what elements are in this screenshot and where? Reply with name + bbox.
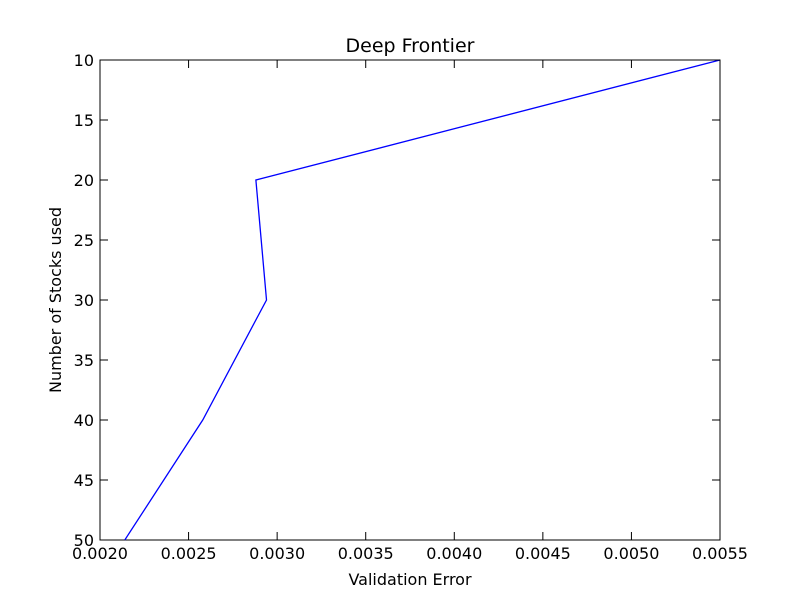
plot-area	[99, 59, 721, 541]
y-tick-label: 50	[74, 531, 94, 550]
x-tick-label: 0.0055	[692, 544, 748, 563]
y-tick-label: 45	[74, 471, 94, 490]
x-tick-label: 0.0040	[426, 544, 482, 563]
x-axis-label: Validation Error	[348, 570, 472, 589]
y-tick-label: 35	[74, 351, 94, 370]
x-tick-label: 0.0045	[515, 544, 571, 563]
y-tick-label: 10	[74, 51, 94, 70]
x-tick-label: 0.0030	[249, 544, 305, 563]
series-line-0	[124, 59, 721, 541]
y-axis-label: Number of Stocks used	[46, 207, 65, 393]
y-axis-ticks: 10 15 20 25 30 35 40 45 50	[74, 51, 720, 550]
chart-title: Deep Frontier	[346, 35, 475, 57]
x-tick-label: 0.0035	[338, 544, 394, 563]
x-tick-label: 0.0050	[603, 544, 659, 563]
y-tick-label: 20	[74, 171, 94, 190]
x-tick-label: 0.0020	[72, 544, 128, 563]
y-tick-label: 30	[74, 291, 94, 310]
series-layer	[124, 59, 721, 541]
y-tick-label: 40	[74, 411, 94, 430]
x-tick-label: 0.0025	[161, 544, 217, 563]
y-tick-label: 25	[74, 231, 94, 250]
x-axis-ticks: 0.0020 0.0025 0.0030 0.0035 0.0040 0.0045 0.00…	[72, 60, 748, 563]
y-tick-label: 15	[74, 111, 94, 130]
plot-frame	[99, 59, 721, 541]
